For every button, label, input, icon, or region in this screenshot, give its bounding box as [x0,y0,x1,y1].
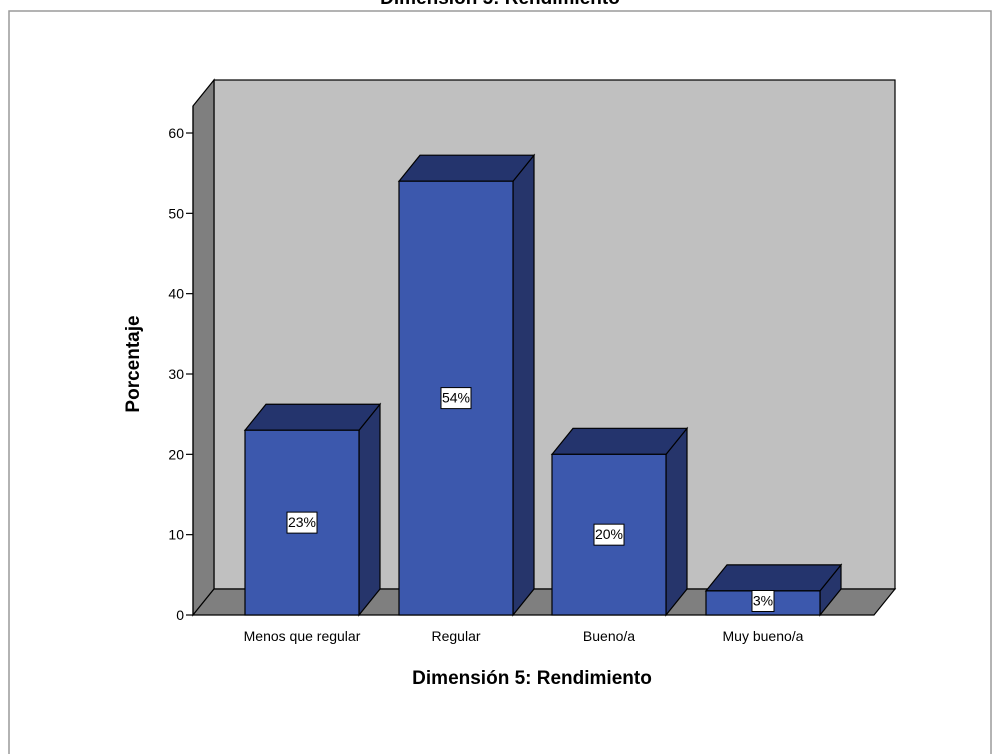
bar-side [358,402,381,617]
x-tick-label: Menos que regular [244,628,361,644]
y-tick-label: 30 [168,366,184,382]
data-label: 3% [753,593,773,609]
data-label: 23% [288,514,316,530]
y-tick-label: 0 [176,607,184,623]
data-label-box [440,387,472,410]
x-tick-label: Muy bueno/a [723,628,804,644]
bar-top [243,403,382,431]
left-wall [192,78,215,617]
bar: 54% [397,153,536,617]
x-axis-title: Dimensión 5: Rendimiento [412,668,652,689]
x-tick-label: Bueno/a [583,628,635,644]
y-tick-label: 60 [168,125,184,141]
x-tick-label: Regular [431,628,480,644]
data-label: 20% [595,526,623,542]
bar-side [665,426,688,617]
chart-title: Dimensión 5: Rendimiento [380,0,620,9]
bars-group: 23% 54% 20% 3% [243,153,843,617]
data-label-box [593,523,625,546]
bar-top [550,427,689,455]
bar: 20% [550,426,689,617]
y-axis: 0 10 20 30 40 50 60 [168,106,194,623]
chart-frame [8,10,992,754]
bar: 3% [704,563,843,617]
bar-top [397,154,536,182]
data-label: 54% [442,390,470,406]
y-tick-label: 40 [168,286,184,302]
y-tick-label: 10 [168,527,184,543]
bar-side [512,153,535,617]
y-tick-label: 50 [168,205,184,221]
data-label-box [286,511,318,534]
y-tick-label: 20 [168,446,184,462]
y-axis-title: Porcentaje [123,315,144,412]
bar: 23% [243,402,382,617]
bar-top [704,564,843,592]
x-axis-labels: Menos que regular Regular Bueno/a Muy bueno… [244,628,804,644]
data-label-box [751,590,775,612]
